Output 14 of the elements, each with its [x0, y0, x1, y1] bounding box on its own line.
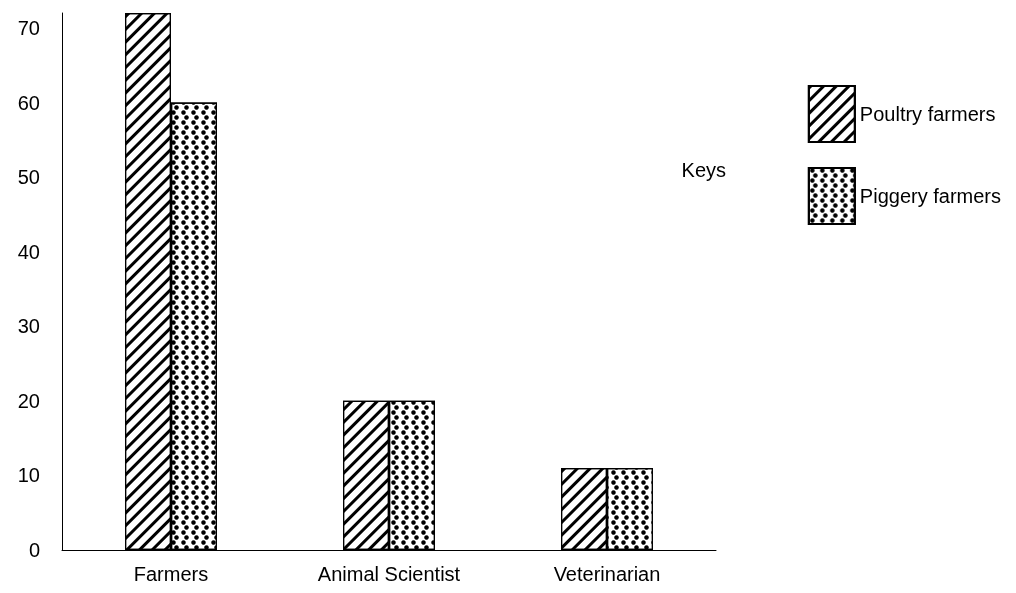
- y-tick-label: 60: [17, 91, 40, 114]
- text: Piggery farmers: [859, 185, 1001, 207]
- text: Poultry farmers: [859, 103, 996, 125]
- y-tick-label: 40: [17, 240, 40, 263]
- x-tick-label: Animal Scientist: [317, 563, 461, 585]
- y-tick-label: 70: [17, 16, 40, 39]
- y-tick-label: 30: [17, 315, 40, 338]
- x-tick-label: Veterinarian: [553, 563, 661, 585]
- y-tick-label: 20: [17, 389, 40, 412]
- x-tick-label: Farmers: [133, 563, 209, 585]
- y-tick-label: 50: [17, 166, 40, 189]
- legend-title: Keys: [681, 159, 727, 181]
- y-tick-label: 10: [17, 464, 40, 487]
- y-tick-label: 0: [28, 539, 40, 561]
